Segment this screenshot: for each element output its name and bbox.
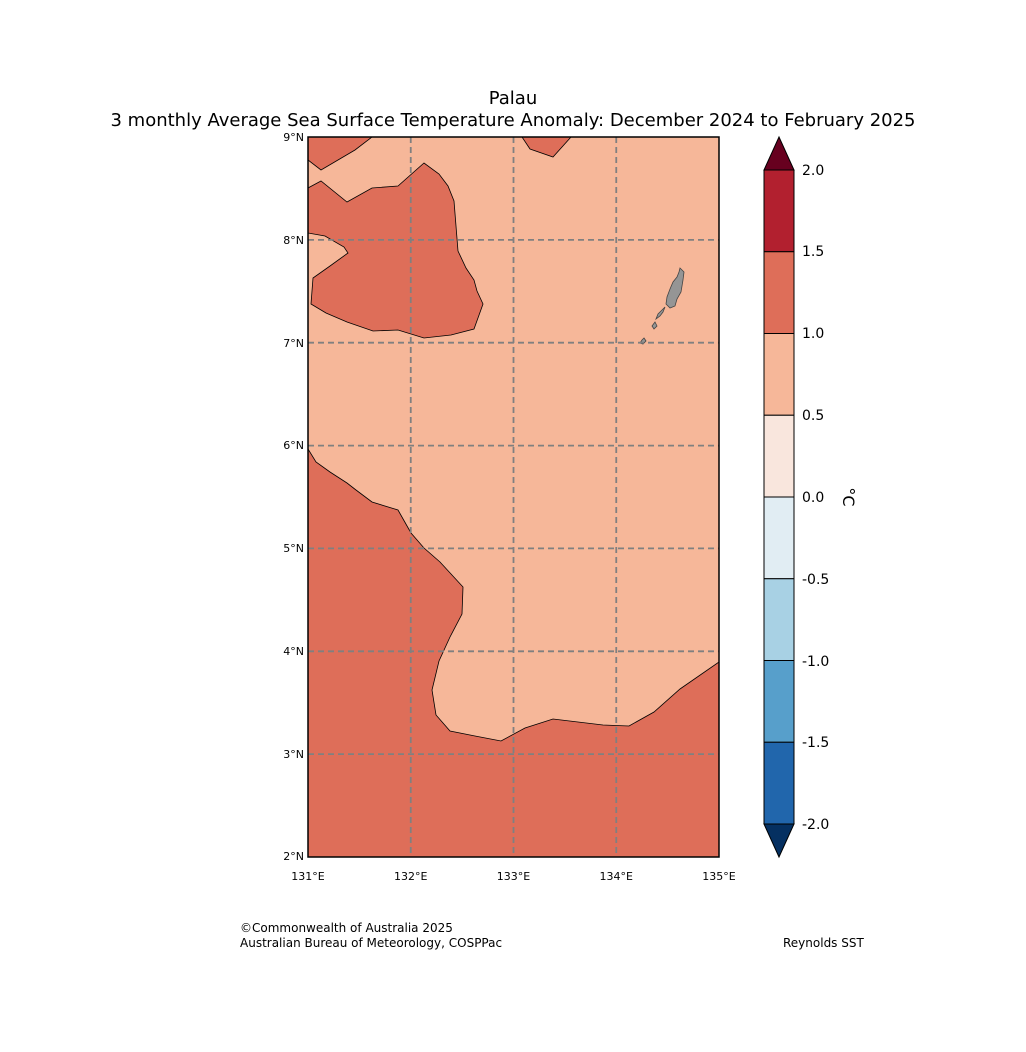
anomaly-region-1-0-to-1-5-top-center [521, 137, 572, 158]
anomaly-region-1-0-to-1-5-top-left [308, 137, 373, 171]
lat-label-4n: 4°N [283, 645, 304, 658]
anomaly-region-1-0-to-1-5-north-west [308, 162, 484, 339]
koror-island [655, 306, 666, 321]
colorbar-extend-min [763, 823, 795, 859]
lat-label-5n: 5°N [283, 542, 304, 555]
colorbar-tick-n0-5: -0.5 [802, 572, 829, 588]
colorbar-band-1-5-2-0 [763, 169, 795, 253]
map-title: Palau [488, 88, 538, 109]
colorbar-band-n0-5-0-0 [763, 496, 795, 580]
lon-label-133e: 133°E [497, 870, 530, 883]
colorbar-band-n1-0-n0-5 [763, 578, 795, 661]
lon-label-134e: 134°E [600, 870, 633, 883]
lat-label-2n: 2°N [283, 850, 304, 863]
colorbar-unit-label: °C [839, 487, 858, 506]
map-subtitle: 3 monthly Average Sea Surface Temperatur… [110, 110, 916, 131]
lat-label-3n: 3°N [283, 748, 304, 761]
lon-label-131e: 131°E [291, 870, 324, 883]
colorbar [763, 135, 795, 859]
colorbar-tick-0-5: 0.5 [802, 408, 824, 424]
lat-label-6n: 6°N [283, 439, 304, 452]
lon-label-135e: 135°E [702, 870, 735, 883]
colorbar-tick-0-0: 0.0 [802, 490, 824, 506]
colorbar-tick-n1-0: -1.0 [802, 654, 829, 670]
copyright-credit: ©Commonwealth of Australia 2025 [240, 921, 453, 935]
colorbar-band-1-0-1-5 [763, 251, 795, 334]
colorbar-tick-n1-5: -1.5 [802, 735, 829, 751]
colorbar-band-n1-5-n1-0 [763, 660, 795, 743]
map-frame [307, 136, 720, 858]
lat-label-9n: 9°N [283, 131, 304, 144]
lat-label-8n: 8°N [283, 234, 304, 247]
lat-label-7n: 7°N [283, 337, 304, 350]
colorbar-extend-max [763, 135, 795, 171]
colorbar-tick-1-0: 1.0 [802, 326, 824, 342]
colorbar-band-0-5-1-0 [763, 333, 795, 416]
longitude-labels: 131°E 132°E 133°E 134°E 135°E [291, 870, 735, 883]
colorbar-band-n2-0-n1-5 [763, 741, 795, 825]
babeldaob-island [665, 267, 685, 309]
peleliu-island [651, 321, 658, 330]
data-source-label: Reynolds SST [783, 936, 864, 950]
colorbar-band-0-0-0-5 [763, 414, 795, 498]
colorbar-tick-labels: 2.0 1.5 1.0 0.5 0.0 -0.5 -1.0 -1.5 -2.0 [802, 163, 829, 833]
latitude-labels: 9°N 8°N 7°N 6°N 5°N 4°N 3°N 2°N [283, 131, 304, 863]
agency-credit: Australian Bureau of Meteorology, COSPPa… [240, 936, 503, 950]
lon-label-132e: 132°E [394, 870, 427, 883]
colorbar-tick-1-5: 1.5 [802, 244, 824, 260]
colorbar-tick-n2-0: -2.0 [802, 817, 829, 833]
graticule [308, 137, 719, 857]
colorbar-tick-2-0: 2.0 [802, 163, 824, 179]
